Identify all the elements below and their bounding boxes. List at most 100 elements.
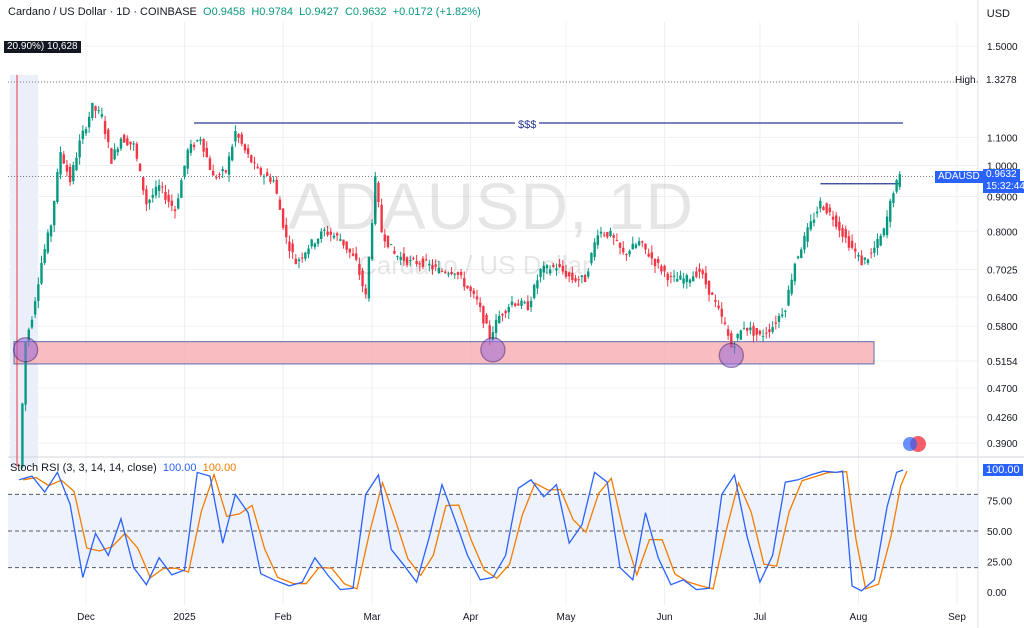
candle-body [202,138,205,152]
measure-label: 20.90%) 10,628 [4,41,81,53]
candle-body [622,247,625,253]
candle-body [539,268,542,277]
candle-body [628,250,631,255]
candle-body [672,275,676,277]
stoch-d-line [23,470,908,590]
candle-body [412,258,415,260]
high-price-label: 1.3278 [983,75,1020,87]
candle-body [752,326,755,336]
candle-body [329,231,332,235]
candle-body [240,134,243,144]
candle-body [533,284,536,299]
candle-body [59,151,62,175]
candle-body [68,166,72,183]
candle-body [94,106,97,111]
candle-body [122,134,126,143]
candle-body [110,148,113,164]
price-tick-label: 0.7025 [987,266,1018,277]
candle-body [482,306,485,324]
candle-body [167,194,170,202]
candle-body [555,268,558,271]
candle-body [564,270,568,277]
candle-body [218,173,221,175]
candle-body [472,290,476,294]
candle-body [148,199,151,203]
rsi-legend: Stoch RSI (3, 3, 14, 14, close) 100.00 1… [10,462,236,474]
rsi-tick-label: 0.00 [987,588,1007,599]
candle-body [246,148,250,155]
candle-body [720,308,723,317]
candle-body [618,242,622,248]
time-tick-label: 2025 [173,612,196,623]
candle-body [297,259,301,262]
watermark-name: Cardano / US Dollar [358,250,591,280]
candle-body [374,176,377,224]
time-tick-label: Jun [656,612,672,623]
candle-body [844,229,847,238]
candle-body [145,189,148,205]
candle-body [561,265,565,272]
candle-body [269,177,272,182]
candle-body [221,169,224,172]
candle-body [739,330,743,340]
candle-body [107,129,110,143]
candle-body [637,241,641,246]
price-tick-label: 0.9000 [987,193,1018,204]
candle-body [491,332,495,340]
candle-body [631,243,634,250]
candle-body [440,270,444,272]
candle-body [192,144,196,148]
candle-body [237,134,240,138]
candle-body [40,262,43,284]
candle-body [736,333,739,339]
candle-body [526,301,530,311]
price-tick-label: 1.1000 [987,133,1018,144]
candle-body [863,257,867,260]
candle-body [593,242,596,258]
candle-body [501,313,504,316]
candle-body [215,177,218,179]
candle-body [103,120,107,135]
candle-body [154,186,158,196]
candle-body [552,264,555,267]
candle-body [529,300,533,308]
time-tick-label: Aug [850,612,868,623]
candle-body [669,275,673,277]
candle-body [679,275,682,280]
candle-body [262,176,266,178]
candle-body [62,154,65,164]
candle-body [431,265,434,270]
liquidity-label: $$$ [515,119,540,131]
candle-body [602,234,606,236]
candle-body [116,148,119,153]
candle-body [444,271,447,273]
candle-body [771,327,774,332]
candle-body [520,300,523,306]
candle-body [450,272,453,275]
candle-body [399,256,402,261]
zone-touch-circle [718,342,744,369]
candle-body [84,129,88,134]
candle-body [714,299,717,302]
candle-body [180,180,183,198]
candle-body [21,403,24,467]
candle-body [745,327,749,331]
candle-body [316,238,320,244]
last-price-tag: 0.9632 [983,169,1020,181]
candle-body [81,130,85,140]
candle-body [656,259,660,263]
candle-body [478,302,482,308]
candle-body [409,260,412,262]
candle-body [755,328,758,335]
candle-body [33,301,37,315]
candle-body [711,292,714,295]
candle-body [644,243,647,250]
candle-body [469,286,472,292]
candle-body [211,170,215,176]
candle-body [768,329,771,333]
candle-body [176,198,180,209]
candle-body [75,157,78,171]
price-tick-label: 0.5154 [987,357,1018,368]
candle-body [358,264,361,275]
